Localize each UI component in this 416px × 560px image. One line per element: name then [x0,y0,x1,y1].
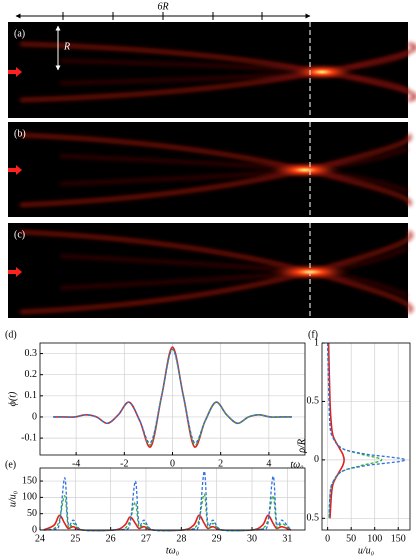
y-tick-label: 0.1 [25,390,38,401]
hot-spot [288,63,356,81]
x-tick-label: 0 [325,533,330,544]
x-tick-label: 28 [176,533,186,544]
y-tick-label: 0 [32,524,37,535]
x-axis-label: tω₀ [166,545,180,556]
y-axis-label: ϕ(t) [7,391,18,406]
x-tick-label: 50 [346,533,356,544]
series-line [53,348,292,444]
x-tick-label: 4 [266,458,271,469]
x-axis-label: tω₀ [290,459,304,470]
plot-frame [39,467,306,531]
plot-area [322,343,410,530]
y-tick-label: 0 [32,411,37,422]
x-tick-label: 25 [70,533,80,544]
y-tick-label: 150 [22,475,37,486]
plot-frame [321,342,411,531]
length-label: 6R [157,1,168,12]
panel-label: (c) [14,229,25,240]
panel-label: (f) [308,329,318,340]
chart: -4 -2 0 2 4 -0.1 0 0.1 0.2 0.3 (d) tω₀ ϕ(t) [5,329,306,470]
scale-bar: 6R [15,1,311,20]
y-tick-label: 50 [27,508,37,519]
x-tick-label: 100 [367,533,382,544]
map-panel: (a) [8,22,416,118]
x-tick-label: 27 [141,533,151,544]
x-tick-label: -2 [120,458,128,469]
hot-spot [267,161,343,179]
y-tick-label: 0.2 [25,369,38,380]
panel-label: (d) [5,329,17,340]
y-axis-label: ρ/R [296,439,307,454]
chart: 0 50 100 150 1 0.5 0 0.5 (f) u/u₀ ρ/R [296,329,411,556]
x-tick-label: 30 [247,533,257,544]
red-arrow [8,267,22,277]
red-arrow [8,165,22,175]
x-tick-label: 150 [391,533,406,544]
x-tick-label: 0 [170,458,175,469]
panel-label: (a) [14,28,25,39]
y-tick-label: 0 [314,454,319,465]
y-tick-label: 100 [22,492,37,503]
x-axis-label: u/u₀ [358,545,375,556]
y-tick-label: 0.5 [307,396,320,407]
series-line [326,342,406,519]
x-tick-label: 29 [212,533,222,544]
y-axis-label: u/u₀ [7,490,18,507]
x-tick-label: 31 [282,533,292,544]
panel-label: (e) [5,459,16,470]
intensity-maps: (a) (b) (c) [8,22,416,318]
y-tick-label: -0.1 [21,432,37,443]
map-panel: (b) [8,122,412,217]
height-label: R [63,41,70,52]
x-tick-label: 2 [218,458,223,469]
y-tick-label: 0.5 [307,513,320,524]
panel-label: (b) [14,128,26,139]
plot-frame [39,342,306,456]
x-tick-label: 24 [35,533,45,544]
x-tick-label: 26 [106,533,116,544]
x-tick-label: -4 [72,458,80,469]
red-arrow [8,67,22,77]
plot-area [40,468,305,530]
map-panel: (c) [8,223,413,318]
series-line [43,470,292,532]
y-tick-label: 0.3 [25,348,38,359]
y-tick-label: 1 [314,337,319,348]
series-line [327,342,345,519]
